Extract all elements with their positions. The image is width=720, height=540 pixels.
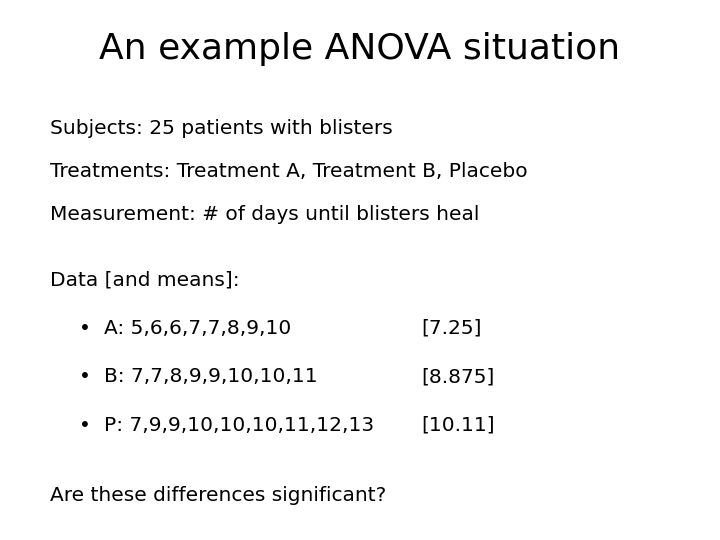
Text: Measurement: # of days until blisters heal: Measurement: # of days until blisters he… (50, 205, 480, 224)
Text: •: • (79, 416, 91, 435)
Text: •: • (79, 367, 91, 386)
Text: A: 5,6,6,7,7,8,9,10: A: 5,6,6,7,7,8,9,10 (104, 319, 292, 338)
Text: Subjects: 25 patients with blisters: Subjects: 25 patients with blisters (50, 119, 393, 138)
Text: B: 7,7,8,9,9,10,10,11: B: 7,7,8,9,9,10,10,11 (104, 367, 318, 386)
Text: Are these differences significant?: Are these differences significant? (50, 486, 387, 505)
Text: [10.11]: [10.11] (421, 416, 495, 435)
Text: •: • (79, 319, 91, 338)
Text: Treatments: Treatment A, Treatment B, Placebo: Treatments: Treatment A, Treatment B, Pl… (50, 162, 528, 181)
Text: An example ANOVA situation: An example ANOVA situation (99, 32, 621, 66)
Text: [8.875]: [8.875] (421, 367, 495, 386)
Text: [7.25]: [7.25] (421, 319, 482, 338)
Text: P: 7,9,9,10,10,10,11,12,13: P: 7,9,9,10,10,10,11,12,13 (104, 416, 374, 435)
Text: Data [and means]:: Data [and means]: (50, 270, 240, 289)
